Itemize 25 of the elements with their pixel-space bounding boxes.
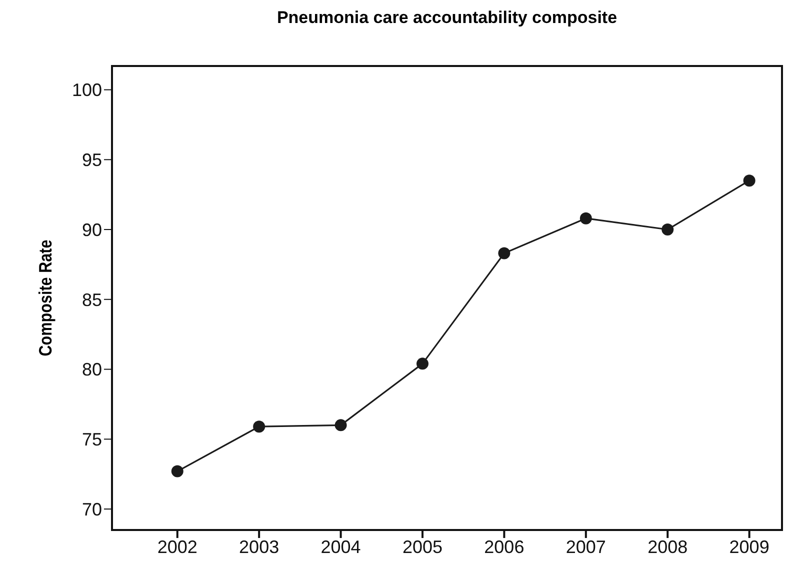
x-tick-label: 2009 <box>729 536 770 557</box>
point <box>334 419 347 432</box>
point <box>743 174 756 187</box>
x-tick-label: 2003 <box>239 536 280 557</box>
x-tick-label: 2007 <box>566 536 606 557</box>
x-tick-label: 2002 <box>157 536 198 557</box>
y-tick-label: 80 <box>82 360 102 380</box>
point <box>253 420 266 433</box>
x-tick-label: 2005 <box>402 536 443 557</box>
point <box>498 247 510 260</box>
point <box>662 224 674 236</box>
y-tick-label: 85 <box>82 290 102 310</box>
y-tick-label: 70 <box>82 499 102 520</box>
y-axis-title: Composite Rate <box>36 240 56 356</box>
point <box>580 212 592 224</box>
point <box>416 358 428 370</box>
y-tick-label: 75 <box>82 430 102 450</box>
x-tick-label: 2008 <box>648 536 688 557</box>
x-tick-label: 2004 <box>320 536 361 557</box>
x-tick-label: 2006 <box>484 536 524 557</box>
y-tick-label: 100 <box>72 80 102 100</box>
y-tick-label: 90 <box>82 220 102 240</box>
point <box>171 465 184 478</box>
chart-title: Pneumonia care accountability composite <box>276 8 618 28</box>
y-tick-label: 95 <box>82 150 102 170</box>
